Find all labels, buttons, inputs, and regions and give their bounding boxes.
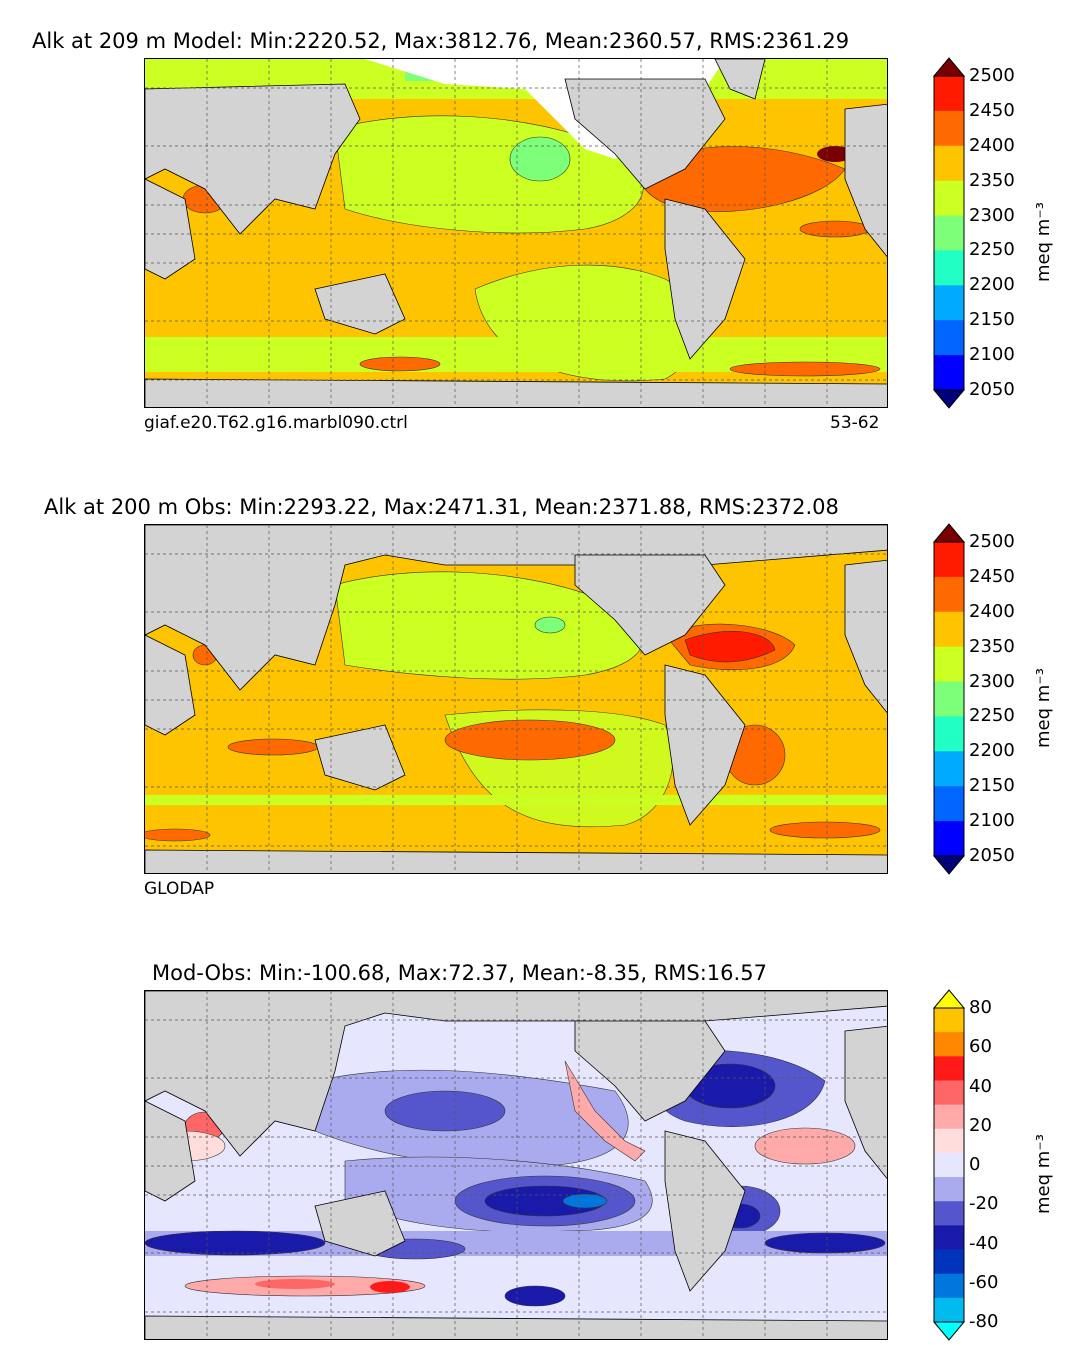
colorbar-swatch <box>934 285 964 321</box>
colorbar-swatch <box>934 1297 964 1323</box>
colorbar-swatch <box>934 821 964 857</box>
panel2-colorbar <box>932 523 966 875</box>
colorbar-swatch <box>934 1080 964 1106</box>
colorbar-tick-label: 2150 <box>969 309 1015 331</box>
colorbar-swatch <box>934 1128 964 1154</box>
colorbar-tick-label: 2200 <box>969 274 1015 296</box>
colorbar-tick-label: 0 <box>969 1154 981 1175</box>
panel3-colorbar <box>932 989 966 1341</box>
colorbar-swatch <box>934 681 964 717</box>
colorbar-tick-label: 2500 <box>969 65 1015 86</box>
colorbar-swatch <box>934 1273 964 1299</box>
colorbar-tick-label: 20 <box>969 1114 992 1136</box>
colorbar-tick-label: 2250 <box>969 239 1015 261</box>
colorbar-swatch <box>934 751 964 787</box>
colorbar-swatch <box>934 76 964 112</box>
panel1-colorbar-unit: meq m⁻³ <box>1033 201 1054 282</box>
panel2-title: Alk at 200 m Obs: Min:2293.22, Max:2471.… <box>44 495 839 519</box>
colorbar-tick-label: 2400 <box>969 600 1015 622</box>
colorbar-swatch <box>934 1177 964 1202</box>
panel1-title: Alk at 209 m Model: Min:2220.52, Max:381… <box>32 29 850 53</box>
colorbar-swatch <box>934 215 964 251</box>
panel2-caption-left: GLODAP <box>144 879 215 899</box>
colorbar-swatch <box>934 1008 964 1033</box>
colorbar-tick-label: 2200 <box>969 740 1015 762</box>
colorbar-tick-label: 2300 <box>969 204 1015 226</box>
panel3-colorbar-unit: meq m⁻³ <box>1033 1133 1054 1214</box>
colorbar-tick-label: 2100 <box>969 344 1015 366</box>
colorbar-tick-label: 2100 <box>969 810 1015 832</box>
colorbar-tick-label: 2500 <box>969 531 1015 552</box>
panel2-map <box>144 524 888 874</box>
panel1-map <box>144 58 888 408</box>
colorbar-tick-label: -20 <box>969 1193 999 1215</box>
colorbar-tick-label: 2400 <box>969 134 1015 156</box>
colorbar-tick-label: 2300 <box>969 670 1015 692</box>
colorbar-swatch <box>934 646 964 683</box>
colorbar-extend-bottom <box>932 1321 966 1341</box>
colorbar-swatch <box>934 355 964 391</box>
colorbar-tick-label: 2250 <box>969 705 1015 727</box>
colorbar-tick-label: 2050 <box>969 379 1015 400</box>
colorbar-extend-bottom <box>932 389 966 409</box>
colorbar-tick-label: 2050 <box>969 845 1015 866</box>
colorbar-swatch <box>934 320 964 356</box>
colorbar-extend-top <box>932 523 966 543</box>
colorbar-swatch <box>934 542 964 578</box>
colorbar-tick-label: -40 <box>969 1232 999 1254</box>
colorbar-tick-label: 2150 <box>969 775 1015 797</box>
colorbar-swatch <box>934 611 964 648</box>
colorbar-extend-bottom <box>932 855 966 875</box>
colorbar-extend-top <box>932 57 966 77</box>
colorbar-swatch <box>934 1201 964 1226</box>
colorbar-tick-label: 60 <box>969 1036 992 1058</box>
colorbar-tick-label: -60 <box>969 1271 999 1293</box>
colorbar-swatch <box>934 1225 964 1251</box>
panel1-caption-left: giaf.e20.T62.g16.marbl090.ctrl <box>144 413 408 433</box>
colorbar-tick-label: 2450 <box>969 565 1015 587</box>
colorbar-swatch <box>934 716 964 752</box>
colorbar-swatch <box>934 786 964 822</box>
colorbar-tick-label: 2350 <box>969 169 1015 191</box>
colorbar-tick-label: 2350 <box>969 635 1015 657</box>
colorbar-swatch <box>934 110 964 147</box>
colorbar-tick-label: 2450 <box>969 99 1015 121</box>
colorbar-swatch <box>934 1152 964 1178</box>
colorbar-tick-label: 40 <box>969 1075 992 1097</box>
colorbar-swatch <box>934 180 964 217</box>
panel1-colorbar <box>932 57 966 409</box>
colorbar-swatch <box>934 145 964 182</box>
colorbar-swatch <box>934 250 964 286</box>
colorbar-swatch <box>934 1104 964 1130</box>
colorbar-swatch <box>934 1032 964 1057</box>
panel1-caption-right: 53-62 <box>830 413 880 433</box>
colorbar-tick-label: -80 <box>969 1311 999 1332</box>
colorbar-swatch <box>934 576 964 613</box>
colorbar-extend-top <box>932 989 966 1009</box>
colorbar-swatch <box>934 1249 964 1275</box>
panel2-colorbar-unit: meq m⁻³ <box>1033 667 1054 748</box>
colorbar-swatch <box>934 1056 964 1081</box>
panel3-title: Mod-Obs: Min:-100.68, Max:72.37, Mean:-8… <box>152 961 767 985</box>
panel3-map <box>144 990 888 1340</box>
colorbar-tick-label: 80 <box>969 997 992 1018</box>
